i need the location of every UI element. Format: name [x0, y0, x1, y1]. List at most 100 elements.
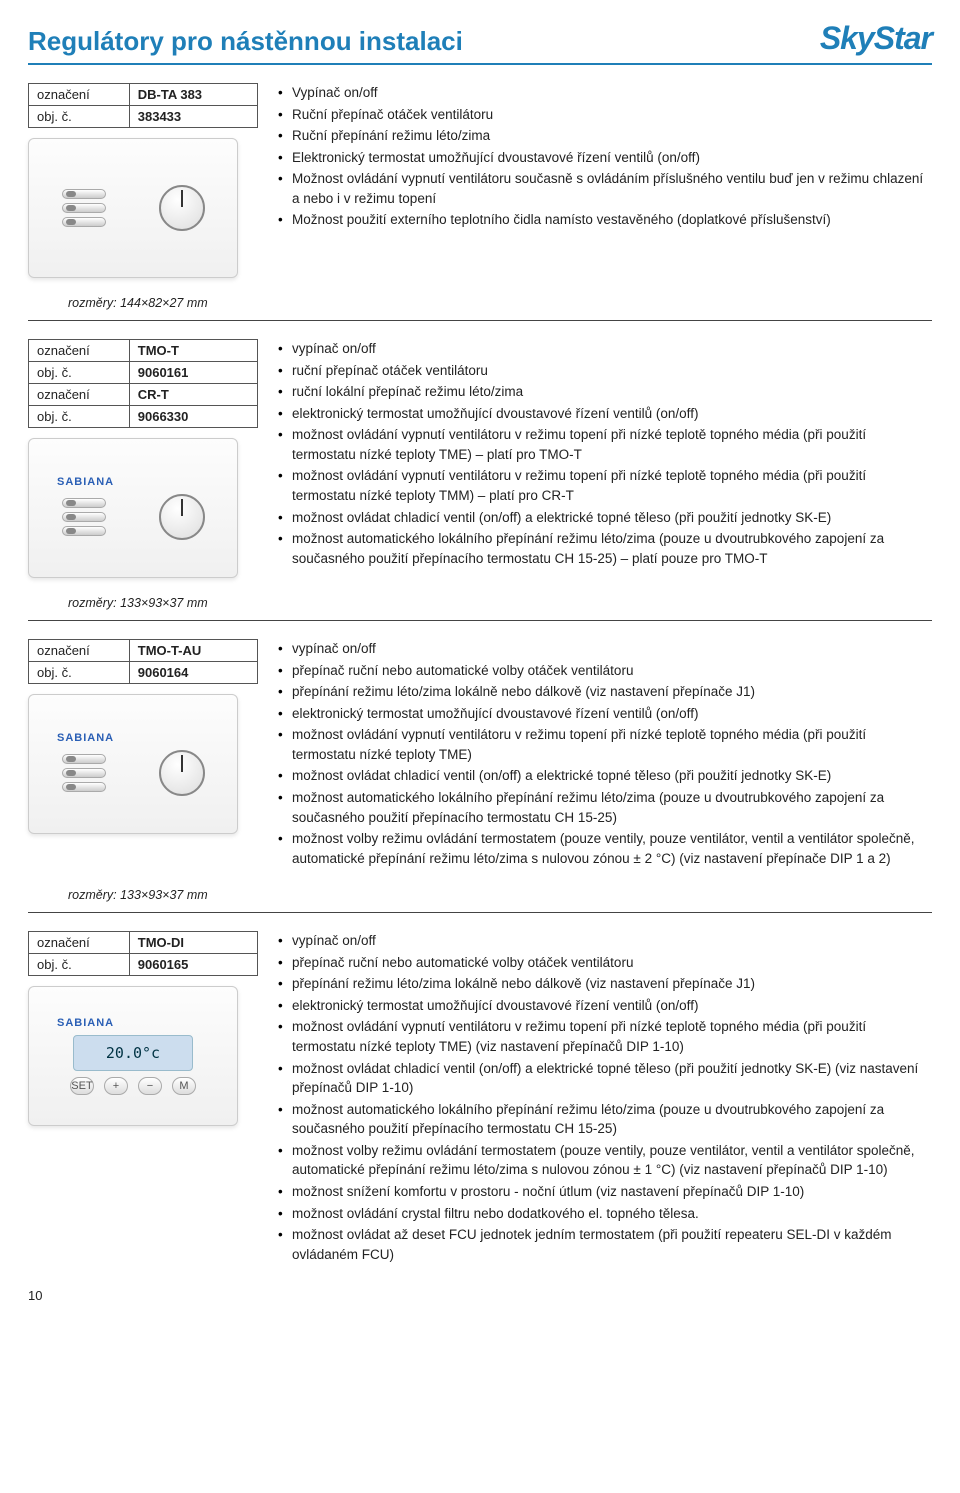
spec-value: 9066330: [129, 406, 257, 428]
section-divider: [28, 320, 932, 321]
feature-item: možnost volby režimu ovládání termostate…: [278, 829, 932, 868]
feature-item: Elektronický termostat umožňující dvoust…: [278, 148, 932, 168]
feature-item: možnost ovládat chladicí ventil (on/off)…: [278, 1059, 932, 1098]
device-image: SABIANA: [28, 438, 238, 578]
feature-item: možnost ovládání crystal filtru nebo dod…: [278, 1204, 932, 1224]
device-dial: [159, 185, 205, 231]
device-dial: [159, 494, 205, 540]
spec-value: 383433: [129, 106, 257, 128]
features-list: vypínač on/offpřepínač ruční nebo automa…: [276, 931, 932, 1264]
spec-label: obj. č.: [29, 662, 130, 684]
device-button-row: SET+−M: [70, 1077, 196, 1095]
dimensions-text: rozměry: 133×93×37 mm: [68, 888, 932, 902]
feature-item: možnost ovládání vypnutí ventilátoru v r…: [278, 466, 932, 505]
brand-logo: SkyStar: [820, 20, 932, 57]
feature-item: možnost ovládat až deset FCU jednotek je…: [278, 1225, 932, 1264]
device-button: SET: [70, 1077, 94, 1095]
table-row: obj. č.383433: [29, 106, 258, 128]
device-switches: [62, 754, 106, 792]
feature-item: elektronický termostat umožňující dvoust…: [278, 404, 932, 424]
feature-item: ruční přepínač otáček ventilátoru: [278, 361, 932, 381]
feature-item: ruční lokální přepínač režimu léto/zima: [278, 382, 932, 402]
features-list: Vypínač on/offRuční přepínač otáček vent…: [276, 83, 932, 230]
feature-item: možnost volby režimu ovládání termostate…: [278, 1141, 932, 1180]
device-switch: [62, 498, 106, 508]
page-number: 10: [28, 1288, 932, 1303]
device-switch: [62, 754, 106, 764]
feature-item: elektronický termostat umožňující dvoust…: [278, 996, 932, 1016]
features-column: vypínač on/offpřepínač ruční nebo automa…: [276, 931, 932, 1266]
spec-value: 9060164: [129, 662, 257, 684]
features-column: Vypínač on/offRuční přepínač otáček vent…: [276, 83, 932, 278]
spec-value: TMO-DI: [129, 932, 257, 954]
dimensions-text: rozměry: 144×82×27 mm: [68, 296, 932, 310]
feature-item: možnost ovládat chladicí ventil (on/off)…: [278, 766, 932, 786]
feature-item: možnost ovládat chladicí ventil (on/off)…: [278, 508, 932, 528]
spec-value: DB-TA 383: [129, 84, 257, 106]
product-section: označeníTMO-Tobj. č.9060161označeníCR-To…: [28, 339, 932, 578]
device-lcd: 20.0°c: [73, 1035, 193, 1071]
feature-item: Vypínač on/off: [278, 83, 932, 103]
features-list: vypínač on/offruční přepínač otáček vent…: [276, 339, 932, 568]
left-column: označeníTMO-Tobj. č.9060161označeníCR-To…: [28, 339, 258, 578]
left-column: označeníTMO-T-AUobj. č.9060164 SABIANA: [28, 639, 258, 870]
table-row: obj. č.9066330: [29, 406, 258, 428]
device-button: −: [138, 1077, 162, 1095]
device-switches: [62, 498, 106, 536]
feature-item: možnost snížení komfortu v prostoru - no…: [278, 1182, 932, 1202]
device-switch: [62, 189, 106, 199]
section-divider: [28, 620, 932, 621]
feature-item: možnost ovládání vypnutí ventilátoru v r…: [278, 425, 932, 464]
device-controls-row: [39, 494, 227, 540]
device-brand-label: SABIANA: [57, 732, 114, 744]
device-button: +: [104, 1077, 128, 1095]
features-column: vypínač on/offpřepínač ruční nebo automa…: [276, 639, 932, 870]
feature-item: Možnost ovládání vypnutí ventilátoru sou…: [278, 169, 932, 208]
spec-table: označeníTMO-T-AUobj. č.9060164: [28, 639, 258, 684]
device-switch: [62, 217, 106, 227]
feature-item: vypínač on/off: [278, 339, 932, 359]
feature-item: přepínání režimu léto/zima lokálně nebo …: [278, 682, 932, 702]
feature-item: elektronický termostat umožňující dvoust…: [278, 704, 932, 724]
spec-value: 9060161: [129, 362, 257, 384]
feature-item: vypínač on/off: [278, 931, 932, 951]
table-row: obj. č.9060161: [29, 362, 258, 384]
feature-item: přepínač ruční nebo automatické volby ot…: [278, 953, 932, 973]
spec-value: TMO-T-AU: [129, 640, 257, 662]
spec-label: obj. č.: [29, 406, 130, 428]
table-row: označeníCR-T: [29, 384, 258, 406]
features-list: vypínač on/offpřepínač ruční nebo automa…: [276, 639, 932, 868]
device-brand-label: SABIANA: [57, 1017, 114, 1029]
dimensions-text: rozměry: 133×93×37 mm: [68, 596, 932, 610]
spec-value: TMO-T: [129, 340, 257, 362]
page-title: Regulátory pro nástěnnou instalaci: [28, 26, 463, 57]
device-image: SABIANA: [28, 694, 238, 834]
features-column: vypínač on/offruční přepínač otáček vent…: [276, 339, 932, 578]
device-switch: [62, 768, 106, 778]
product-section: označeníDB-TA 383obj. č.383433Vypínač on…: [28, 83, 932, 278]
feature-item: vypínač on/off: [278, 639, 932, 659]
device-controls-row: [39, 185, 227, 231]
product-section: označeníTMO-DIobj. č.9060165 SABIANA 20.0°…: [28, 931, 932, 1266]
feature-item: přepínač ruční nebo automatické volby ot…: [278, 661, 932, 681]
device-dial: [159, 750, 205, 796]
product-section: označeníTMO-T-AUobj. č.9060164 SABIANA vyp…: [28, 639, 932, 870]
device-image: [28, 138, 238, 278]
spec-table: označeníTMO-DIobj. č.9060165: [28, 931, 258, 976]
feature-item: přepínání režimu léto/zima lokálně nebo …: [278, 974, 932, 994]
device-image: SABIANA20.0°cSET+−M: [28, 986, 238, 1126]
device-switch: [62, 512, 106, 522]
table-row: označeníTMO-DI: [29, 932, 258, 954]
feature-item: Ruční přepínač otáček ventilátoru: [278, 105, 932, 125]
device-switches: [62, 189, 106, 227]
device-brand-label: SABIANA: [57, 476, 114, 488]
device-controls-row: [39, 750, 227, 796]
feature-item: možnost automatického lokálního přepínán…: [278, 529, 932, 568]
left-column: označeníDB-TA 383obj. č.383433: [28, 83, 258, 278]
spec-label: označení: [29, 932, 130, 954]
spec-label: obj. č.: [29, 954, 130, 976]
spec-value: CR-T: [129, 384, 257, 406]
left-column: označeníTMO-DIobj. č.9060165 SABIANA 20.0°…: [28, 931, 258, 1266]
table-row: označeníTMO-T: [29, 340, 258, 362]
spec-table: označeníTMO-Tobj. č.9060161označeníCR-To…: [28, 339, 258, 428]
